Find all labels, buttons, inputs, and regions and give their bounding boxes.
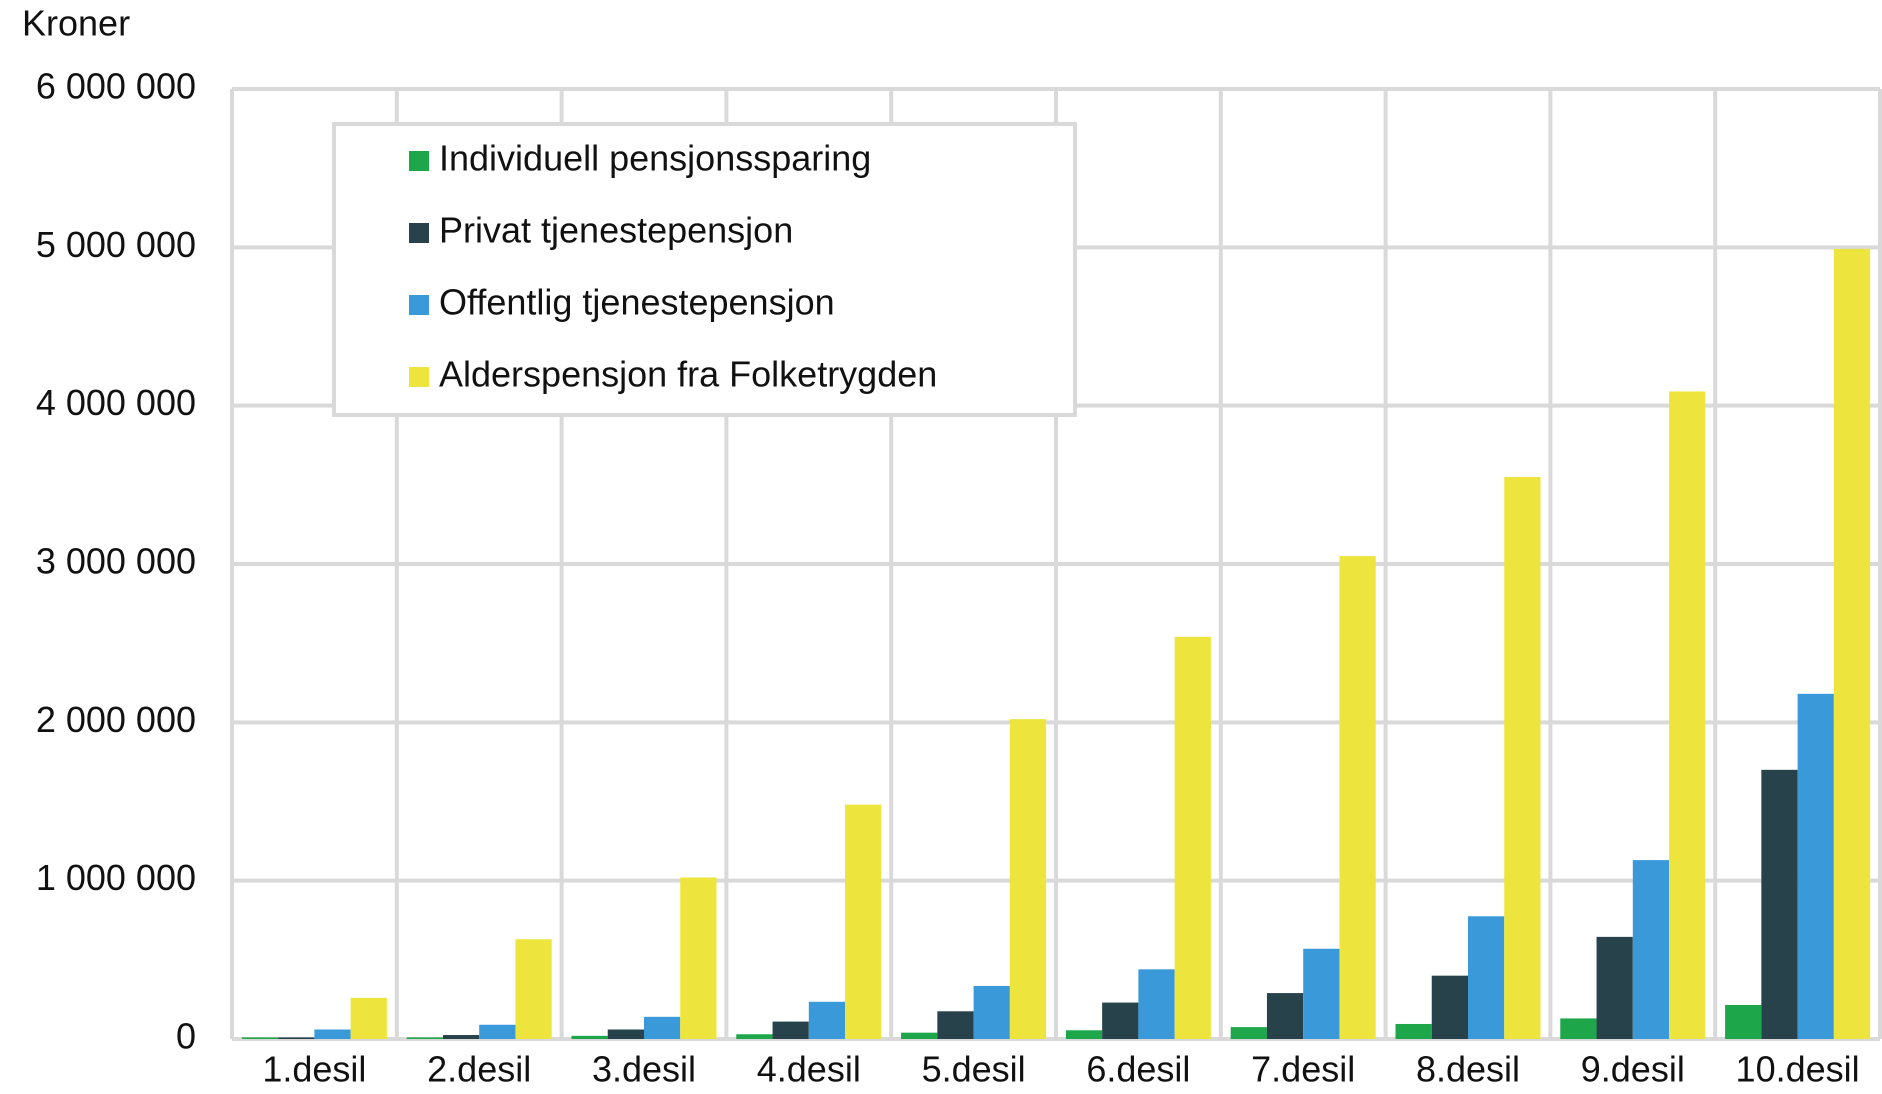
bar xyxy=(1560,1018,1597,1039)
y-tick-label: 5 000 000 xyxy=(36,224,196,265)
bar xyxy=(1174,636,1211,1039)
bar xyxy=(1339,556,1376,1039)
bar xyxy=(278,1037,315,1039)
bar xyxy=(1065,1030,1103,1039)
bar xyxy=(1266,993,1304,1039)
x-tick-label: 6.desil xyxy=(1086,1049,1190,1090)
legend-label: Alderspensjon fra Folketrygden xyxy=(439,354,937,395)
bar xyxy=(479,1024,516,1039)
legend-swatch xyxy=(409,295,429,315)
bar xyxy=(1230,1027,1267,1039)
legend-box xyxy=(332,122,1077,417)
bar xyxy=(314,1029,351,1039)
y-axis-label: Kroner xyxy=(22,3,130,44)
y-tick-label: 0 xyxy=(176,1016,196,1057)
bar xyxy=(406,1037,443,1039)
bar xyxy=(937,1011,974,1039)
bar xyxy=(350,997,387,1039)
bar xyxy=(1468,916,1505,1039)
y-tick-label: 2 000 000 xyxy=(36,699,196,740)
bar xyxy=(571,1035,608,1039)
legend-label: Privat tjenestepensjon xyxy=(439,210,793,251)
y-tick-label: 1 000 000 xyxy=(36,857,196,898)
bar xyxy=(1138,969,1175,1039)
bar xyxy=(1102,1002,1139,1039)
legend-swatch xyxy=(409,367,429,387)
bar xyxy=(1833,248,1871,1039)
bar xyxy=(1669,391,1706,1040)
bar xyxy=(901,1032,938,1039)
bar xyxy=(1009,719,1047,1039)
bar xyxy=(607,1029,644,1039)
x-tick-label: 1.desil xyxy=(262,1049,366,1090)
bar xyxy=(1395,1023,1432,1039)
bar xyxy=(1725,1004,1762,1039)
x-tick-label: 9.desil xyxy=(1581,1049,1685,1090)
legend-label: Offentlig tjenestepensjon xyxy=(439,282,835,323)
bar xyxy=(1303,948,1340,1039)
bar xyxy=(515,939,552,1039)
legend-swatch xyxy=(409,151,429,171)
bar xyxy=(1632,860,1670,1039)
x-tick-label: 4.desil xyxy=(757,1049,861,1090)
bar xyxy=(736,1034,773,1039)
x-tick-label: 8.desil xyxy=(1416,1049,1520,1090)
bar xyxy=(1797,693,1834,1039)
bar xyxy=(241,1037,279,1039)
y-tick-label: 6 000 000 xyxy=(36,66,196,107)
x-tick-label: 7.desil xyxy=(1251,1049,1355,1090)
y-tick-label: 4 000 000 xyxy=(36,382,196,423)
x-tick-label: 5.desil xyxy=(922,1049,1026,1090)
legend-label: Individuell pensjonssparing xyxy=(439,138,871,179)
x-tick-label: 3.desil xyxy=(592,1049,696,1090)
y-tick-label: 3 000 000 xyxy=(36,541,196,582)
bar xyxy=(1504,476,1541,1040)
bar xyxy=(1596,936,1633,1039)
bar xyxy=(772,1021,809,1039)
bar xyxy=(845,804,882,1039)
bar xyxy=(973,985,1010,1039)
x-tick-label: 10.desil xyxy=(1736,1049,1860,1090)
bar xyxy=(808,1001,846,1039)
bar xyxy=(1431,975,1468,1039)
bar xyxy=(644,1016,681,1039)
bar xyxy=(680,877,717,1039)
bar xyxy=(442,1035,480,1039)
bar xyxy=(1761,769,1798,1039)
x-tick-label: 2.desil xyxy=(427,1049,531,1090)
legend-swatch xyxy=(409,223,429,243)
